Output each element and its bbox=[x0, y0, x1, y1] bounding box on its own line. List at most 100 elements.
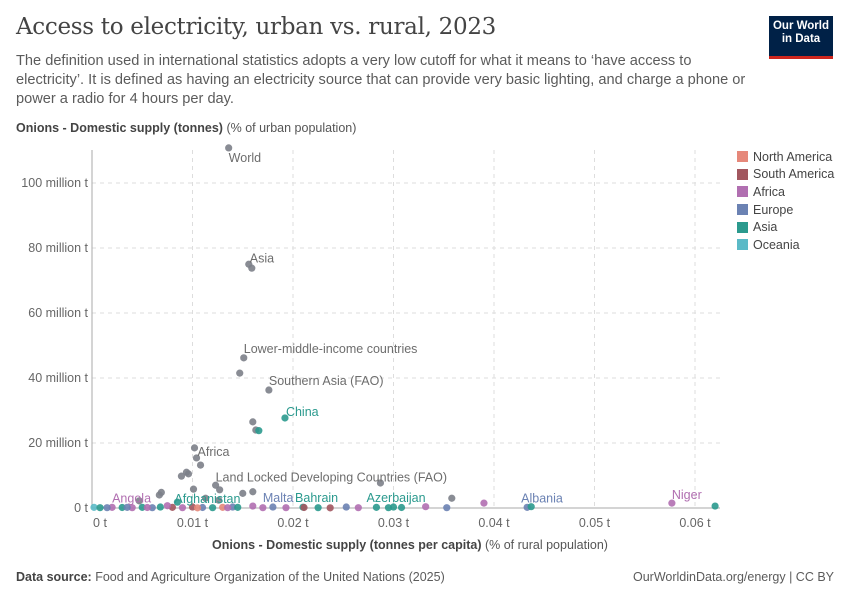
chart-subtitle: The definition used in international sta… bbox=[16, 53, 746, 107]
data-point[interactable] bbox=[173, 498, 182, 506]
data-point[interactable] bbox=[300, 503, 308, 512]
data-point[interactable] bbox=[384, 504, 393, 512]
point-label: Afghanistan bbox=[174, 492, 240, 506]
data-point[interactable] bbox=[103, 504, 111, 512]
data-point[interactable] bbox=[255, 427, 263, 435]
y-tick-label: 40 million t bbox=[28, 371, 88, 385]
point-label: Niger bbox=[672, 488, 702, 502]
data-point[interactable] bbox=[184, 470, 193, 478]
data-point[interactable] bbox=[236, 369, 244, 377]
data-point[interactable] bbox=[201, 494, 210, 502]
data-point[interactable] bbox=[90, 503, 98, 511]
legend-item[interactable]: Oceania bbox=[737, 236, 834, 254]
data-point[interactable] bbox=[249, 488, 257, 496]
footer-link[interactable]: OurWorldinData.org/energy | CC BY bbox=[632, 570, 834, 584]
legend-label: Africa bbox=[753, 184, 785, 199]
y-axis-label: Onions - Domestic supply (tonnes) (% of … bbox=[16, 121, 356, 135]
data-point[interactable] bbox=[196, 461, 205, 469]
owid-logo[interactable]: Our World in Data bbox=[769, 16, 833, 59]
data-point[interactable] bbox=[342, 503, 350, 511]
legend-item[interactable]: Africa bbox=[737, 183, 834, 201]
legend-label: South America bbox=[753, 167, 835, 182]
legend-label: Asia bbox=[753, 220, 778, 235]
point-label: Albania bbox=[521, 491, 563, 505]
data-point[interactable] bbox=[123, 503, 131, 511]
data-point[interactable] bbox=[354, 504, 362, 512]
data-point[interactable] bbox=[422, 503, 430, 511]
source-label: Data source: bbox=[16, 570, 92, 584]
data-point[interactable] bbox=[326, 504, 334, 512]
y-tick-label: 100 million t bbox=[21, 176, 88, 190]
data-point[interactable] bbox=[190, 444, 199, 452]
legend-item[interactable]: Asia bbox=[737, 218, 834, 236]
x-axis-label-bold: Onions - Domestic supply (tonnes per cap… bbox=[212, 538, 482, 552]
data-point[interactable] bbox=[216, 486, 224, 494]
data-point[interactable] bbox=[155, 491, 163, 499]
x-tick-label: 0.04 t bbox=[478, 516, 510, 530]
data-point[interactable] bbox=[314, 504, 322, 512]
data-point[interactable] bbox=[239, 489, 247, 497]
data-point[interactable] bbox=[240, 354, 248, 362]
data-point[interactable] bbox=[189, 485, 198, 493]
data-point[interactable] bbox=[225, 144, 233, 152]
point-label: Southern Asia (FAO) bbox=[269, 374, 384, 388]
data-source: Data source: Food and Agriculture Organi… bbox=[16, 570, 445, 584]
x-tick-label: 0.02 t bbox=[277, 516, 309, 530]
data-point[interactable] bbox=[135, 497, 143, 505]
data-point[interactable] bbox=[156, 503, 164, 511]
data-point[interactable] bbox=[209, 504, 217, 512]
legend-item[interactable]: South America bbox=[737, 166, 834, 184]
data-point[interactable] bbox=[249, 502, 257, 510]
point-label: Asia bbox=[250, 251, 274, 265]
data-point[interactable] bbox=[148, 504, 156, 512]
legend-swatch bbox=[737, 151, 748, 163]
legend-item[interactable]: Europe bbox=[737, 201, 834, 219]
legend: North America South America Africa Europe As… bbox=[737, 148, 834, 254]
point-label: China bbox=[286, 405, 319, 419]
data-point[interactable] bbox=[234, 503, 242, 511]
point-label: Lower-middle-income countries bbox=[244, 342, 418, 356]
data-point[interactable] bbox=[281, 414, 289, 422]
data-point[interactable] bbox=[269, 503, 277, 511]
data-point[interactable] bbox=[193, 504, 202, 512]
data-point[interactable] bbox=[138, 503, 146, 511]
data-point[interactable] bbox=[376, 479, 385, 487]
data-point[interactable] bbox=[118, 503, 126, 512]
data-point[interactable] bbox=[192, 454, 201, 462]
data-point[interactable] bbox=[372, 503, 381, 511]
legend-swatch bbox=[737, 239, 748, 251]
data-point[interactable] bbox=[143, 503, 151, 512]
data-point[interactable] bbox=[265, 386, 273, 394]
point-label: Malta bbox=[263, 491, 294, 505]
data-point[interactable] bbox=[448, 494, 456, 502]
point-label: Bahrain bbox=[295, 491, 338, 505]
legend-label: Oceania bbox=[753, 237, 800, 252]
data-point[interactable] bbox=[668, 499, 676, 507]
data-point[interactable] bbox=[248, 264, 256, 272]
legend-swatch bbox=[737, 221, 748, 233]
data-point[interactable] bbox=[711, 502, 719, 510]
data-point[interactable] bbox=[249, 418, 257, 426]
data-point[interactable] bbox=[215, 496, 223, 504]
legend-item[interactable]: North America bbox=[737, 148, 834, 166]
data-point[interactable] bbox=[443, 504, 451, 512]
x-axis-label-unit: (% of rural population) bbox=[484, 538, 608, 552]
data-point[interactable] bbox=[259, 504, 267, 512]
data-point[interactable] bbox=[178, 504, 187, 512]
data-point[interactable] bbox=[397, 503, 406, 512]
page-title: Access to electricity, urban vs. rural, … bbox=[16, 14, 497, 40]
data-point[interactable] bbox=[527, 503, 535, 511]
data-point[interactable] bbox=[282, 504, 290, 512]
legend-label: Europe bbox=[753, 202, 794, 217]
data-point[interactable] bbox=[480, 499, 488, 507]
x-tick-label: 0 t bbox=[93, 516, 107, 530]
data-point[interactable] bbox=[177, 472, 186, 480]
x-tick-label: 0.06 t bbox=[679, 516, 711, 530]
data-point[interactable] bbox=[163, 502, 171, 510]
data-point[interactable] bbox=[224, 504, 232, 512]
point-label: World bbox=[229, 151, 261, 165]
y-axis-label-unit: (% of urban population) bbox=[226, 121, 357, 135]
source-text[interactable]: Food and Agriculture Organization of the… bbox=[95, 570, 445, 584]
data-point[interactable] bbox=[96, 504, 104, 512]
